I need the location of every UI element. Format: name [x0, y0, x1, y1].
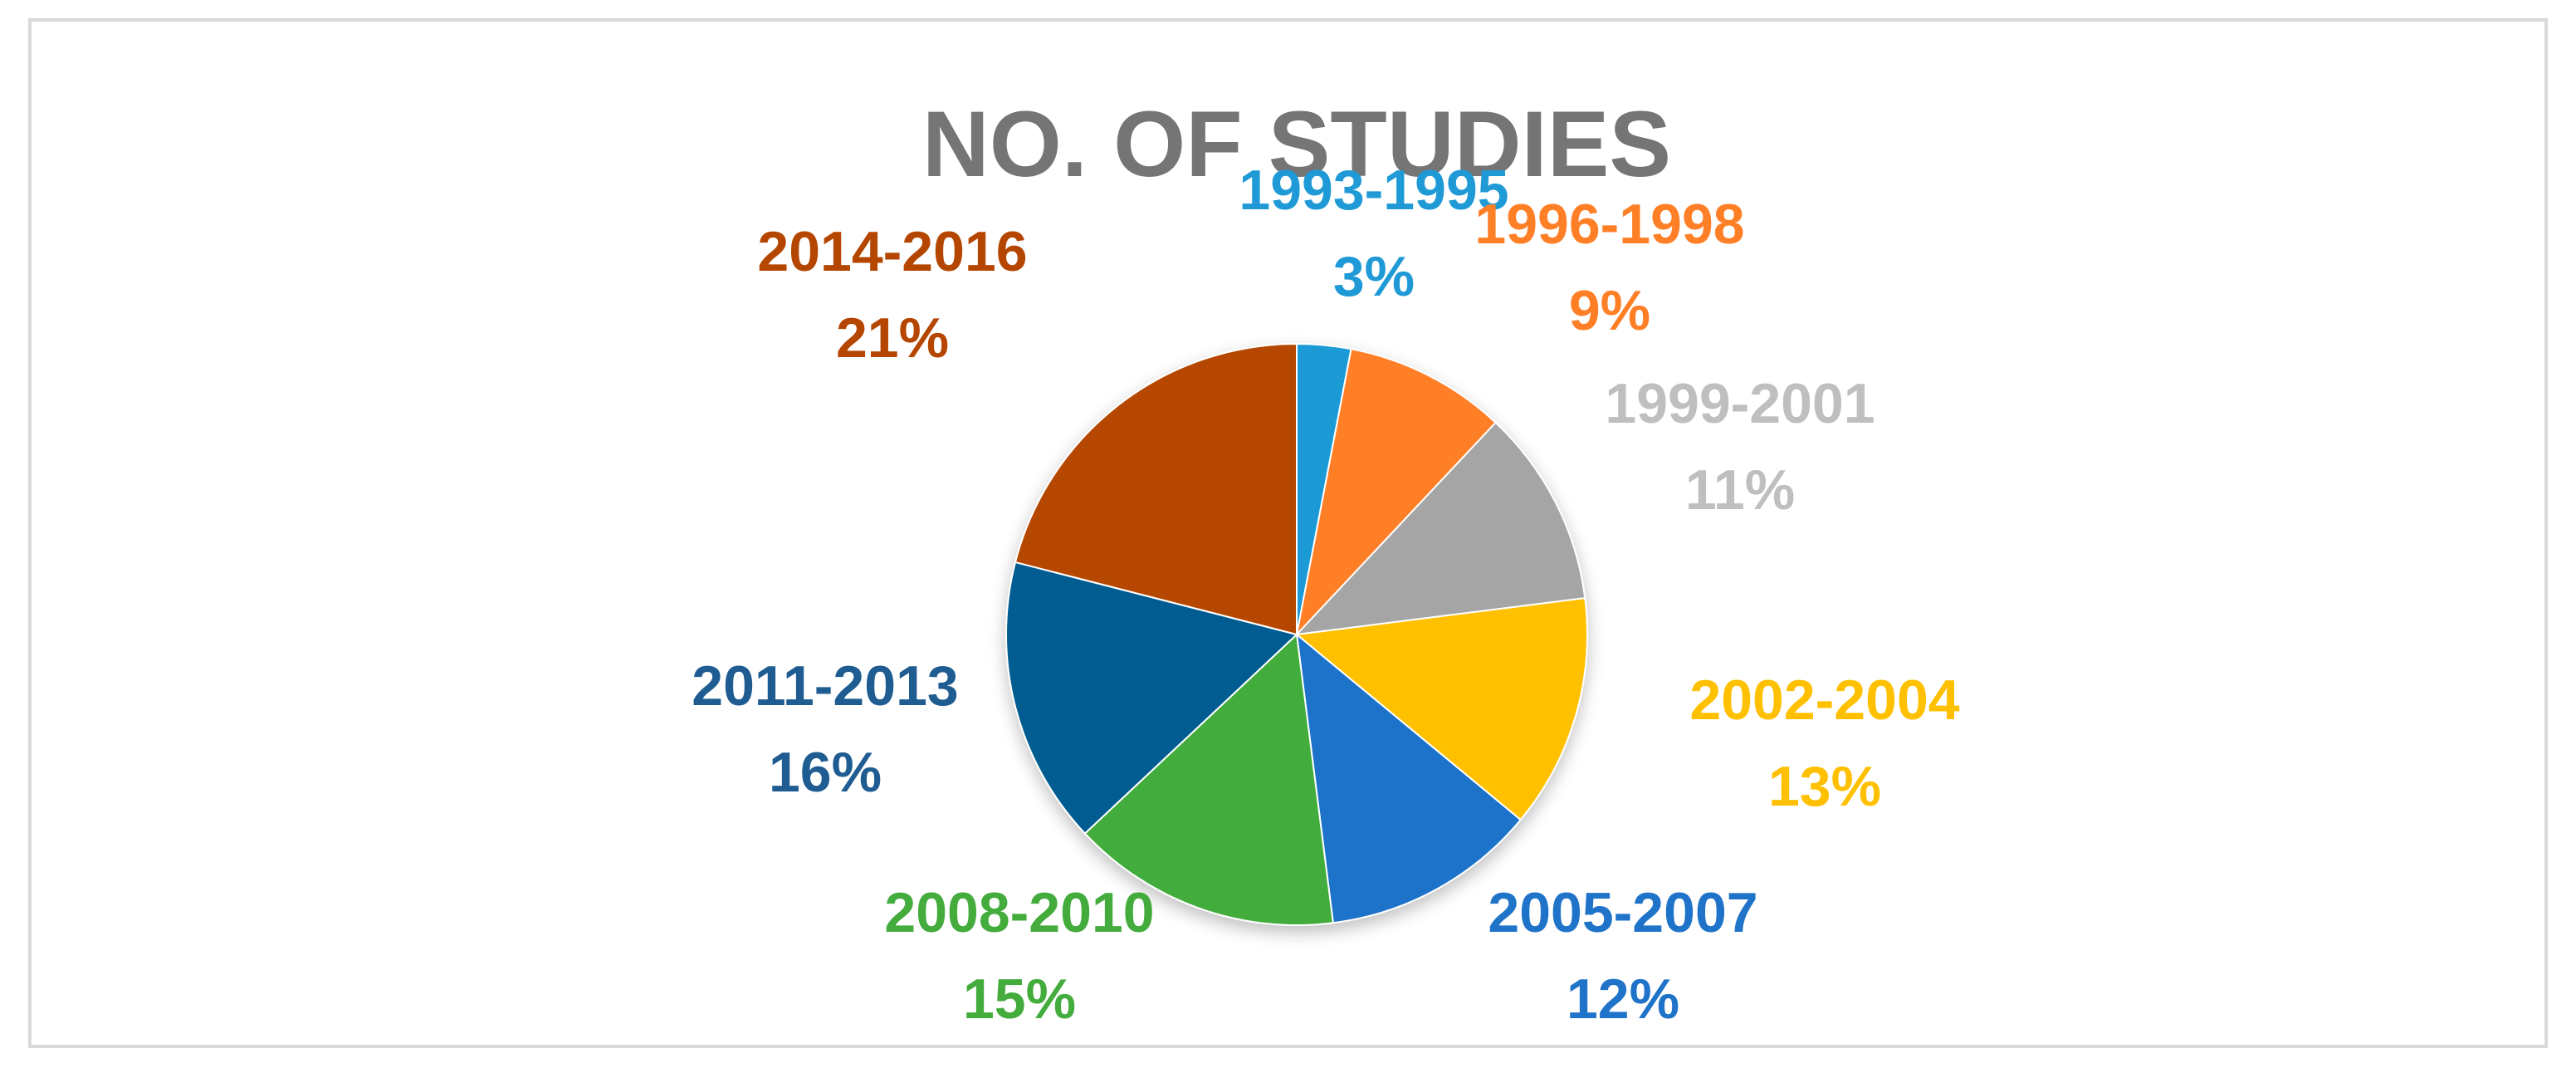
slice-category-label: 2014-2016: [757, 220, 1027, 283]
pie-slice-2008-2010: [1083, 632, 1334, 926]
pie-slice-2002-2004: [1294, 597, 1588, 821]
pie-labels: 1993-1995 3% 1996-1998 9% 1999-2001 11% 2002-2…: [692, 159, 1959, 1031]
slice-category-label: 2008-2010: [884, 881, 1154, 944]
slice-category-label: 2002-2004: [1689, 669, 1959, 732]
slice-percent-label: 21%: [836, 306, 949, 370]
pie-slice-1996-1998: [1295, 348, 1498, 638]
slice-percent-label: 3%: [1333, 245, 1415, 308]
pie-slice-1999-2001: [1294, 421, 1586, 636]
slice-category-label: 2011-2013: [692, 654, 958, 718]
pie-slice-2011-2013: [1005, 561, 1299, 835]
slice-percent-label: 9%: [1569, 279, 1650, 342]
slice-percent-label: 15%: [963, 968, 1076, 1031]
slice-percent-label: 13%: [1768, 755, 1881, 818]
slice-percent-label: 11%: [1685, 458, 1795, 522]
pie-slice-2014-2016: [1014, 342, 1298, 636]
pie-slices: [1005, 342, 1588, 926]
pie-slice-2005-2007: [1295, 632, 1523, 924]
slice-percent-label: 16%: [769, 741, 882, 804]
slice-category-label: 1996-1998: [1474, 193, 1744, 256]
slice-percent-label: 12%: [1567, 968, 1679, 1031]
chart-title: NO. OF STUDIES: [922, 92, 1671, 196]
slice-category-label: 2005-2007: [1488, 881, 1757, 944]
slice-category-label: 1993-1995: [1239, 159, 1508, 222]
slice-category-label: 1999-2001: [1605, 372, 1875, 435]
